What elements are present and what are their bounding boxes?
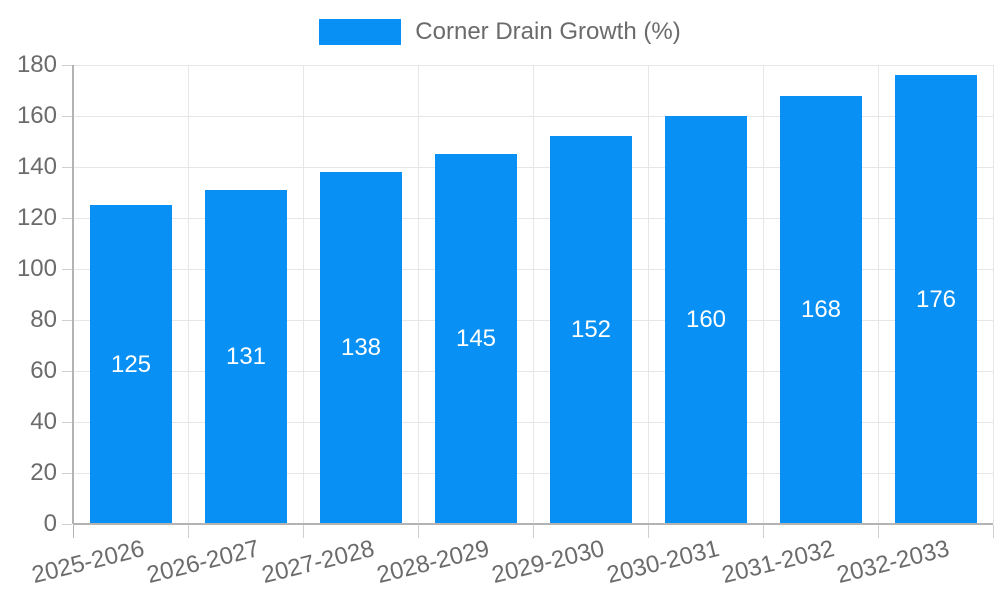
y-tick	[62, 167, 72, 168]
bar: 145	[435, 154, 517, 524]
y-tick-label: 120	[16, 204, 57, 231]
bar-value-label: 145	[455, 325, 497, 352]
legend-label: Corner Drain Growth (%)	[415, 18, 681, 45]
x-category-label: 2032-2033	[833, 535, 952, 589]
bar: 160	[665, 116, 747, 524]
v-gridline	[763, 65, 764, 524]
x-tick	[878, 525, 879, 538]
v-gridline	[993, 65, 994, 524]
y-tick	[62, 65, 72, 66]
y-tick	[62, 269, 72, 270]
x-tick	[188, 525, 189, 538]
bar: 152	[550, 136, 632, 524]
x-tick	[418, 525, 419, 538]
bar-value-label: 131	[225, 343, 267, 370]
x-category-label: 2025-2026	[28, 535, 147, 589]
x-tick	[763, 525, 764, 538]
x-category-label: 2030-2031	[603, 535, 722, 589]
v-gridline	[418, 65, 419, 524]
v-gridline	[188, 65, 189, 524]
bar: 168	[780, 96, 862, 524]
y-tick	[62, 371, 72, 372]
bar-value-label: 152	[570, 316, 612, 343]
bar: 138	[320, 172, 402, 524]
bar-value-label: 160	[685, 306, 727, 333]
legend-item[interactable]: Corner Drain Growth (%)	[319, 18, 681, 46]
bar: 125	[90, 205, 172, 524]
y-tick	[62, 524, 72, 525]
y-axis-line	[72, 65, 74, 524]
bar-value-label: 125	[110, 350, 152, 378]
x-tick	[533, 525, 534, 538]
y-tick-label: 20	[30, 459, 57, 486]
y-tick	[62, 320, 72, 321]
x-tick	[648, 525, 649, 538]
bar: 131	[205, 190, 287, 524]
y-tick-label: 180	[16, 51, 57, 78]
chart-legend: Corner Drain Growth (%)	[0, 16, 1000, 48]
v-gridline	[303, 65, 304, 524]
x-category-label: 2028-2029	[373, 535, 492, 589]
x-category-label: 2026-2027	[143, 535, 262, 589]
bar-value-label: 176	[915, 285, 957, 313]
x-category-label: 2031-2032	[718, 535, 837, 589]
v-gridline	[533, 65, 534, 524]
v-gridline	[648, 65, 649, 524]
y-tick	[62, 473, 72, 474]
y-tick	[62, 422, 72, 423]
x-tick	[303, 525, 304, 538]
legend-swatch-icon	[319, 19, 402, 45]
y-tick	[62, 116, 72, 117]
y-tick-label: 40	[30, 408, 57, 435]
plot-area: 0 20 40 60 80 100 120 140 160 180 125 131 138 145 152 1…	[17, 52, 994, 589]
y-tick-label: 140	[16, 153, 57, 180]
x-tick	[993, 525, 994, 538]
v-gridline	[878, 65, 879, 524]
x-category-label: 2027-2028	[258, 535, 377, 589]
y-tick-label: 0	[43, 510, 57, 537]
y-tick-label: 60	[30, 357, 57, 384]
bar-value-label: 138	[340, 334, 382, 361]
x-tick	[73, 525, 74, 538]
x-axis-line	[73, 523, 993, 525]
bar-value-label: 168	[800, 296, 842, 323]
bar: 176	[895, 75, 977, 524]
y-tick-label: 100	[16, 255, 57, 282]
y-tick-label: 80	[30, 306, 57, 333]
x-category-label: 2029-2030	[488, 535, 607, 589]
y-tick	[62, 218, 72, 219]
y-tick-label: 160	[16, 102, 57, 129]
